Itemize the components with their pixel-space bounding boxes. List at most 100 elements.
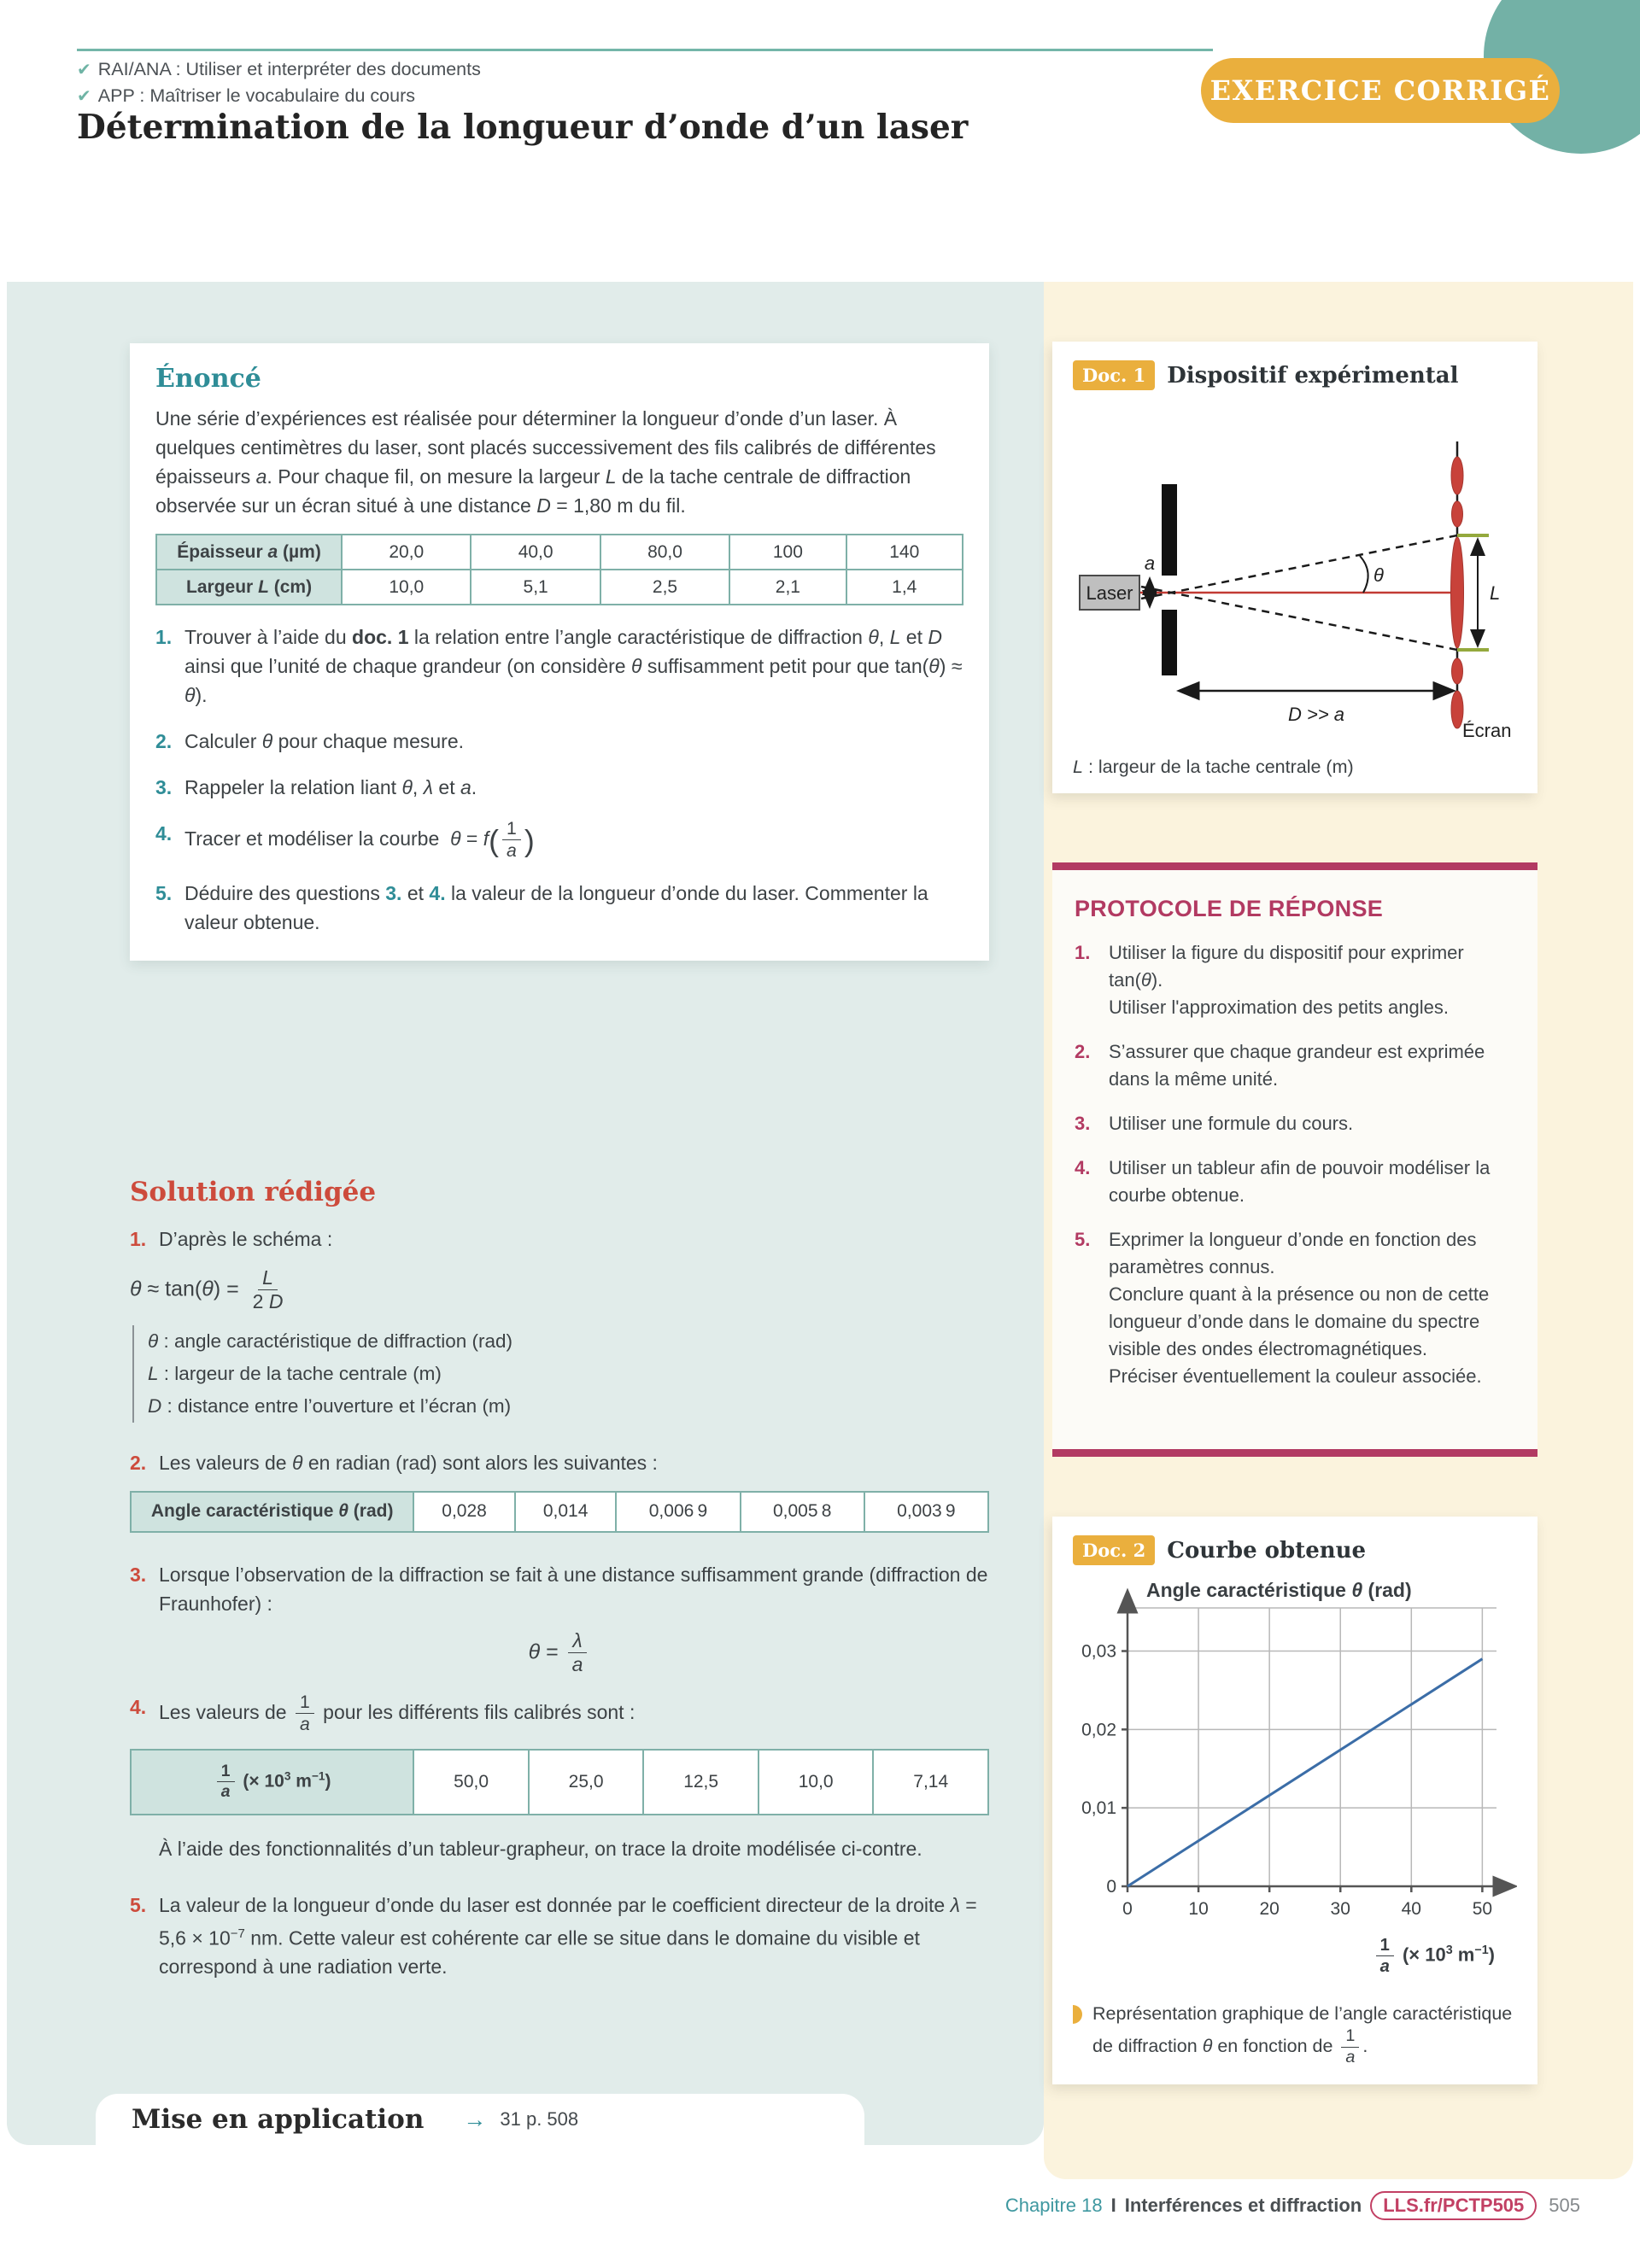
exercise-reference-link[interactable]: 31 p. 508: [500, 2108, 579, 2130]
svg-text:0,01: 0,01: [1081, 1798, 1116, 1818]
chart: 0 10 20 30 40 50 0 0,01 0,02 0,03 Angle caractéri…: [1073, 1570, 1517, 1994]
question-text: Rappeler la relation liant θ, λ et a.: [184, 776, 477, 798]
footer-chapter: Chapitre 18: [1004, 2195, 1103, 2216]
diffraction-edge-upper: [1140, 534, 1458, 600]
question-item: 5. Déduire des questions 3. et 4. la vale…: [155, 879, 964, 937]
svg-text:20: 20: [1259, 1899, 1279, 1919]
table-row: Angle caractéristique θ (rad) 0,028 0,01…: [129, 1490, 990, 1533]
competency-text: APP : Maîtriser le vocabulaire du cours: [97, 85, 416, 106]
table-cell: 0,003 9: [863, 1490, 990, 1533]
step-number: 3.: [130, 1563, 147, 1586]
table-cell: 2,1: [729, 569, 847, 605]
table-cell: 0,005 8: [739, 1490, 865, 1533]
step-number: 4.: [130, 1696, 147, 1719]
protocole-paragraph: Utiliser la figure du dispositif pour ex…: [1109, 942, 1464, 991]
protocole-number: 1.: [1075, 942, 1091, 963]
definition-line: D : distance entre l’ouverture et l’écra…: [148, 1394, 512, 1417]
footer-separator: I: [1110, 2195, 1116, 2216]
question-item: 4. Tracer et modéliser la courbe θ = f(1 a…: [155, 819, 964, 862]
experiment-diagram: Laser a θ L D >> a Écran: [1079, 441, 1511, 741]
competency-text: RAI/ANA : Utiliser et interpréter des do…: [97, 59, 481, 79]
step-text: La valeur de la longueur d’onde du laser…: [159, 1893, 977, 1979]
row-header: Largeur L (cm): [155, 569, 343, 605]
protocole-heading: PROTOCOLE DE RÉPONSE: [1075, 896, 1384, 921]
svg-text:50: 50: [1473, 1899, 1492, 1919]
measurements-table: Épaisseur a (µm) 20,0 40,0 80,0 100 140 …: [155, 534, 964, 605]
protocole-item: 3. Utiliser une formule du cours.: [1075, 1110, 1515, 1137]
enonce-panel: Énoncé Une série d’expériences est réali…: [130, 343, 989, 961]
protocole-text: Exprimer la longueur d’onde en fonction …: [1109, 1226, 1515, 1390]
protocole-paragraph: Utiliser une formule du cours.: [1109, 1113, 1354, 1134]
question-number: 3.: [155, 776, 173, 798]
svg-text:30: 30: [1331, 1899, 1350, 1919]
protocole-text: Utiliser la figure du dispositif pour ex…: [1109, 939, 1515, 1021]
question-text: Calculer θ pour chaque mesure.: [184, 730, 464, 752]
table-cell: 140: [845, 534, 964, 570]
solution-note: À l’aide des fonctionnalités d’un tableu…: [159, 1837, 922, 1860]
protocole-paragraph: S’assurer que chaque grandeur est exprim…: [1109, 1041, 1485, 1090]
screen-label: Écran: [1462, 720, 1511, 741]
table-cell: 7,14: [872, 1748, 989, 1815]
table-cell: 10,0: [341, 569, 472, 605]
row-header: Angle caractéristique θ (rad): [129, 1490, 415, 1533]
protocole-paragraph: Préciser éventuellement la couleur assoc…: [1109, 1365, 1482, 1387]
table-cell: 5,1: [470, 569, 601, 605]
table-cell: 0,028: [413, 1490, 516, 1533]
doc1-caption: L : largeur de la tache centrale (m): [1073, 757, 1354, 777]
protocole-number: 2.: [1075, 1041, 1091, 1062]
table-row: Largeur L (cm) 10,0 5,1 2,5 2,1 1,4: [155, 569, 964, 605]
step-number: 1.: [130, 1228, 147, 1250]
protocole-number: 5.: [1075, 1229, 1091, 1250]
table-cell: 40,0: [470, 534, 601, 570]
solution-heading: Solution rédigée: [130, 1177, 377, 1207]
doc1-header: Doc. 1 Dispositif expérimental: [1073, 360, 1517, 390]
theta-values-table: Angle caractéristique θ (rad) 0,028 0,01…: [129, 1490, 990, 1533]
chart-plot: 0 10 20 30 40 50 0 0,01 0,02 0,03: [1081, 1587, 1517, 1919]
table-cell: 1,4: [845, 569, 964, 605]
question-item: 2. Calculer θ pour chaque mesure.: [155, 727, 964, 756]
caption-text: Représentation graphique de l’angle cara…: [1092, 2003, 1513, 2066]
protocole-item: 5. Exprimer la longueur d’onde en foncti…: [1075, 1226, 1515, 1390]
wire-obstacle-bottom: [1162, 610, 1177, 675]
protocole-number: 3.: [1075, 1113, 1091, 1134]
protocole-panel: PROTOCOLE DE RÉPONSE 1. Utiliser la figu…: [1052, 862, 1538, 1457]
question-item: 3. Rappeler la relation liant θ, λ et a.: [155, 773, 964, 802]
a-label: a: [1145, 552, 1155, 574]
protocole-text: Utiliser une formule du cours.: [1109, 1110, 1353, 1137]
step-number: 5.: [130, 1893, 147, 1916]
page-title: Détermination de la longueur d’onde d’un…: [77, 108, 969, 147]
solution-step: 2. Les valeurs de θ en radian (rad) sont …: [130, 1448, 989, 1477]
protocole-paragraph: Utiliser un tableur afin de pouvoir modé…: [1109, 1157, 1491, 1206]
question-number: 5.: [155, 881, 173, 904]
table-cell: 20,0: [341, 534, 472, 570]
table-cell: 0,006 9: [615, 1490, 741, 1533]
doc-title: Dispositif expérimental: [1167, 362, 1459, 389]
svg-text:0: 0: [1106, 1877, 1116, 1897]
protocole-paragraph: Exprimer la longueur d’onde en fonction …: [1109, 1229, 1477, 1277]
question-number: 4.: [155, 822, 173, 845]
footer-link-badge[interactable]: LLS.fr/PCTP505: [1370, 2191, 1538, 2220]
protocole-text: S’assurer que chaque grandeur est exprim…: [1109, 1038, 1515, 1093]
arrow-icon: →: [463, 2106, 487, 2132]
protocole-paragraph: Conclure quant à la présence ou non de c…: [1109, 1283, 1490, 1359]
definition-line: L : largeur de la tache centrale (m): [148, 1362, 442, 1384]
doc2-panel: Doc. 2 Courbe obtenue 0 10 20 30 40 50 0 0,01 0,…: [1052, 1517, 1538, 2084]
competencies: ✔ RAI/ANA : Utiliser et interpréter des d…: [77, 56, 481, 109]
protocole-number: 4.: [1075, 1157, 1091, 1178]
solution-step: 3. Lorsque l’observation de la diffractio…: [130, 1560, 989, 1618]
solution-step: 5. La valeur de la longueur d’onde du las…: [130, 1891, 989, 1982]
table-cell: 80,0: [599, 534, 731, 570]
table-cell: 25,0: [527, 1748, 645, 1815]
definitions-list: θ : angle caractéristique de diffraction…: [132, 1324, 989, 1423]
mise-en-application: Mise en application → 31 p. 508: [96, 2094, 864, 2145]
distance-label: D >> a: [1288, 704, 1344, 725]
table-cell: 12,5: [642, 1748, 759, 1815]
step-number: 2.: [130, 1451, 147, 1474]
question-text: Tracer et modéliser la courbe θ = f(1 a): [184, 819, 535, 862]
doc-title: Courbe obtenue: [1167, 1537, 1367, 1564]
laser-label: Laser: [1086, 582, 1133, 604]
